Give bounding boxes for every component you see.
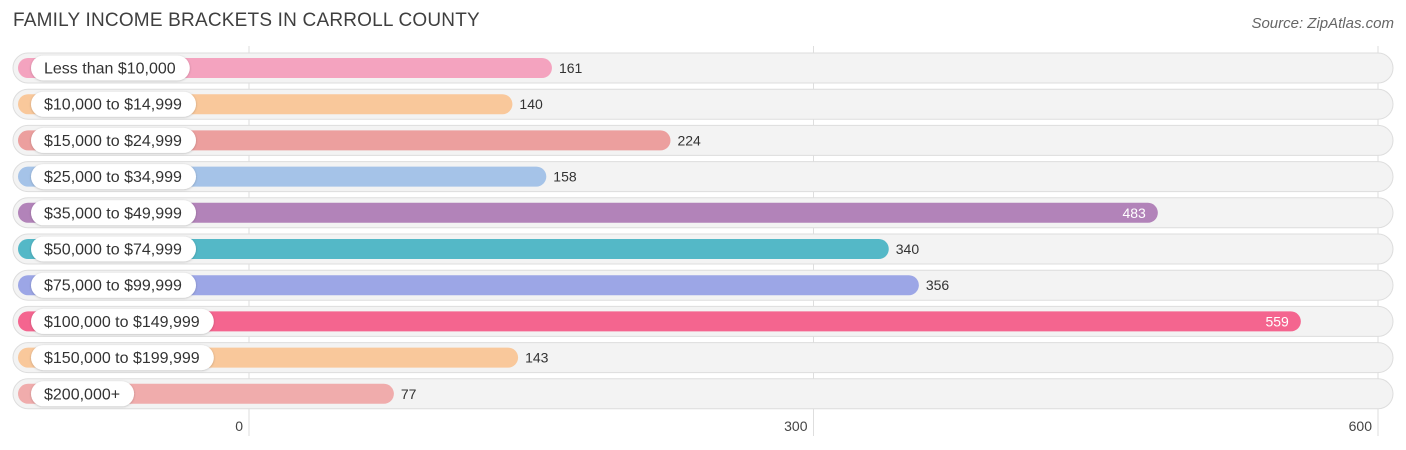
- x-tick-label: 600: [1349, 418, 1373, 434]
- bar-row-1: $10,000 to $14,999 140: [12, 88, 1394, 120]
- bar-row-0: Less than $10,000 161: [12, 52, 1394, 84]
- category-label: $150,000 to $199,999: [44, 350, 200, 367]
- bar-row-3: $25,000 to $34,999 158: [12, 161, 1394, 193]
- value-label: 483: [1122, 205, 1146, 221]
- x-tick-label: 300: [784, 418, 808, 434]
- x-tick-label: 0: [235, 418, 243, 434]
- category-label: $15,000 to $24,999: [44, 133, 182, 150]
- bar-row-4: $35,000 to $49,999 483: [12, 197, 1394, 229]
- bar-row-8: $150,000 to $199,999 143: [12, 342, 1394, 374]
- value-label: 356: [926, 277, 950, 293]
- category-pill: [31, 164, 197, 190]
- category-pill: [31, 91, 197, 117]
- category-pill: [31, 236, 197, 262]
- category-label: $35,000 to $49,999: [44, 205, 182, 222]
- value-label: 143: [525, 350, 549, 366]
- bar-row-7: $100,000 to $149,999 559: [12, 305, 1394, 337]
- value-label: 158: [553, 169, 577, 185]
- bar: [18, 275, 919, 296]
- category-pill: [31, 272, 197, 298]
- category-label: $10,000 to $14,999: [44, 97, 182, 114]
- bar-row-6: $75,000 to $99,999 356: [12, 269, 1394, 301]
- category-label: $25,000 to $34,999: [44, 169, 182, 186]
- category-label: $100,000 to $149,999: [44, 314, 200, 331]
- bar-row-2: $15,000 to $24,999 224: [12, 124, 1394, 156]
- value-label: 559: [1265, 313, 1289, 329]
- category-pill: [31, 381, 135, 407]
- value-label: 161: [559, 60, 583, 76]
- chart-source: Source: ZipAtlas.com: [1251, 15, 1394, 32]
- bar-row-5: $50,000 to $74,999 340: [12, 233, 1394, 265]
- value-label: 77: [401, 386, 417, 402]
- category-pill: [31, 127, 197, 153]
- category-pill: [31, 308, 214, 334]
- category-label: $50,000 to $74,999: [44, 242, 182, 259]
- value-label: 224: [677, 132, 701, 148]
- bar: [18, 202, 1158, 223]
- category-pill: [31, 55, 190, 81]
- category-pill: [31, 200, 197, 226]
- category-label: $200,000+: [44, 386, 120, 403]
- category-pill: [31, 345, 214, 371]
- value-label: 340: [896, 241, 920, 257]
- category-label: $75,000 to $99,999: [44, 278, 182, 295]
- chart-title: FAMILY INCOME BRACKETS IN CARROLL COUNTY: [13, 10, 480, 31]
- bar: [18, 311, 1301, 332]
- bar-row-9: $200,000+ 77: [12, 378, 1394, 410]
- value-label: 140: [519, 96, 543, 112]
- category-label: Less than $10,000: [44, 61, 176, 78]
- bar: [18, 239, 889, 259]
